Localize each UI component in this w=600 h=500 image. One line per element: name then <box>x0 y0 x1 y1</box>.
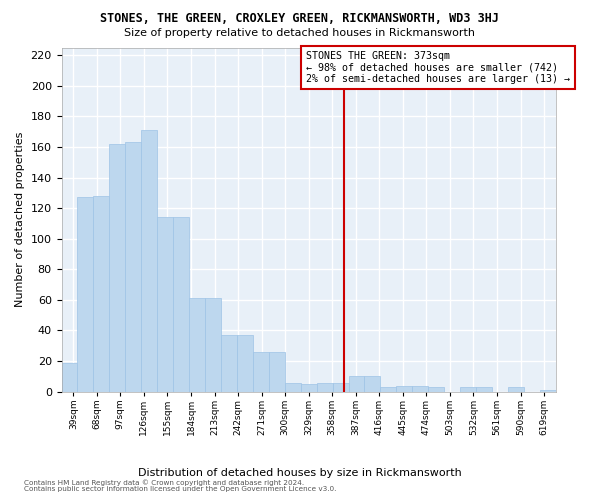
Bar <box>157 218 173 392</box>
Bar <box>173 218 189 392</box>
Text: STONES, THE GREEN, CROXLEY GREEN, RICKMANSWORTH, WD3 3HJ: STONES, THE GREEN, CROXLEY GREEN, RICKMA… <box>101 12 499 26</box>
Bar <box>317 382 332 392</box>
Bar <box>397 386 412 392</box>
Bar <box>125 142 141 392</box>
Bar <box>380 387 397 392</box>
Text: STONES THE GREEN: 373sqm
← 98% of detached houses are smaller (742)
2% of semi-d: STONES THE GREEN: 373sqm ← 98% of detach… <box>306 51 570 84</box>
Bar <box>285 382 301 392</box>
Text: Contains HM Land Registry data © Crown copyright and database right 2024.
Contai: Contains HM Land Registry data © Crown c… <box>24 479 337 492</box>
Bar <box>428 387 444 392</box>
Bar <box>77 198 94 392</box>
Bar <box>540 390 556 392</box>
Bar <box>460 387 476 392</box>
Bar <box>237 335 253 392</box>
Bar <box>332 382 349 392</box>
Bar <box>476 387 492 392</box>
Bar <box>364 376 380 392</box>
Bar <box>508 387 524 392</box>
Bar <box>109 144 125 392</box>
Bar <box>205 298 221 392</box>
Bar <box>349 376 364 392</box>
Bar <box>141 130 157 392</box>
Bar <box>301 384 317 392</box>
Bar <box>269 352 285 392</box>
Bar <box>189 298 205 392</box>
Bar <box>253 352 269 392</box>
Y-axis label: Number of detached properties: Number of detached properties <box>15 132 25 308</box>
Text: Distribution of detached houses by size in Rickmansworth: Distribution of detached houses by size … <box>138 468 462 477</box>
Bar <box>62 362 77 392</box>
Bar <box>94 196 109 392</box>
Bar <box>221 335 237 392</box>
Bar <box>412 386 428 392</box>
Text: Size of property relative to detached houses in Rickmansworth: Size of property relative to detached ho… <box>125 28 476 38</box>
